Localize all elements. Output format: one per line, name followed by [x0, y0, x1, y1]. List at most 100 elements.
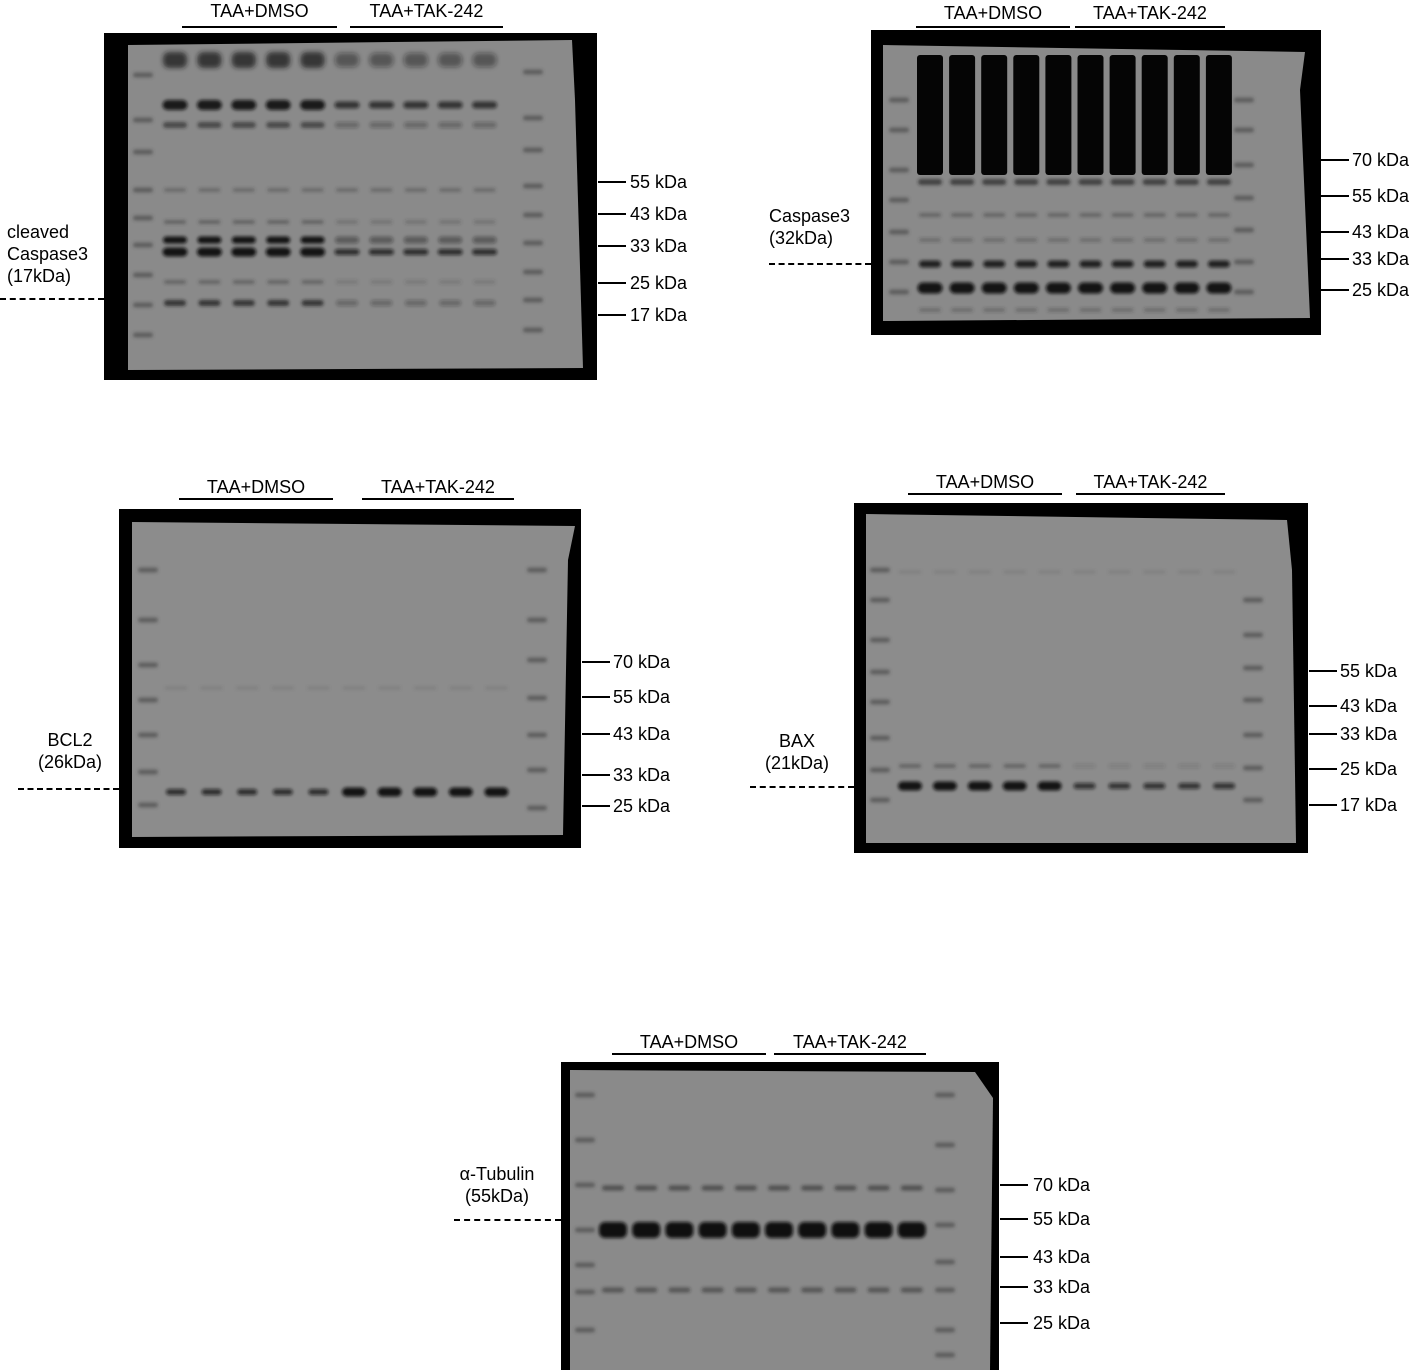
protein-band	[231, 122, 256, 128]
protein-band	[449, 686, 472, 690]
marker-label: 25 kDa	[1033, 1313, 1091, 1333]
marker-label: 33 kDa	[1340, 724, 1398, 744]
group-label-control: TAA+DMSO	[206, 477, 306, 497]
marker-tick	[1309, 768, 1337, 770]
protein-band	[414, 686, 437, 690]
marker-tick	[1309, 804, 1337, 806]
ladder-band	[575, 1262, 595, 1268]
protein-band	[968, 764, 991, 768]
group-label-treatment: TAA+TAK-242	[1093, 472, 1208, 492]
protein-band	[665, 1222, 694, 1238]
ladder-band	[1243, 697, 1263, 703]
protein-band	[981, 282, 1007, 294]
protein-band	[266, 52, 291, 68]
ladder-band	[935, 1259, 955, 1265]
protein-band	[1111, 308, 1134, 312]
protein-band	[1046, 179, 1071, 185]
protein-band	[370, 300, 393, 306]
ladder-band	[523, 327, 543, 333]
protein-band	[232, 280, 255, 284]
ladder-band	[527, 805, 547, 811]
protein-band	[867, 1185, 890, 1191]
protein-band	[342, 787, 366, 797]
protein-band	[1143, 238, 1166, 242]
protein-band	[198, 220, 221, 224]
ladder-band	[1234, 162, 1254, 168]
protein-band	[336, 188, 358, 192]
protein-band	[983, 213, 1006, 217]
protein-band	[1143, 260, 1166, 268]
blot-caspase3	[871, 30, 1321, 335]
ladder-band	[133, 332, 153, 338]
protein-band	[1206, 282, 1232, 294]
ladder-band	[133, 187, 153, 193]
protein-band	[919, 260, 941, 268]
protein-band	[403, 101, 429, 109]
protein-band	[1178, 570, 1201, 574]
protein-band	[1213, 570, 1236, 574]
protein-band	[198, 280, 221, 284]
ladder-band	[527, 617, 547, 623]
marker-tick	[582, 661, 610, 663]
saturated-band	[1141, 55, 1168, 175]
protein-band	[1174, 179, 1199, 185]
group-bar	[908, 493, 1062, 495]
protein-band	[968, 570, 991, 574]
group-bar	[1076, 493, 1225, 495]
marker-tick	[598, 213, 626, 215]
protein-band	[951, 260, 974, 268]
marker-tick	[1000, 1256, 1028, 1258]
protein-band	[983, 260, 1006, 268]
ladder-band	[527, 657, 547, 663]
marker-tick	[1000, 1218, 1028, 1220]
ladder-band	[138, 617, 158, 623]
protein-band	[271, 686, 294, 690]
protein-band	[798, 1222, 827, 1238]
protein-band	[163, 236, 187, 244]
marker-label: 43 kDa	[630, 204, 688, 224]
marker-tick	[598, 181, 626, 183]
protein-band	[831, 1222, 860, 1238]
protein-band	[404, 300, 427, 306]
protein-band	[1038, 570, 1061, 574]
protein-band	[265, 247, 291, 257]
marker-label: 43 kDa	[1340, 696, 1398, 716]
ladder-band	[1243, 632, 1263, 638]
protein-label: BAX (21kDa)	[764, 731, 830, 773]
marker-label: 17 kDa	[630, 305, 688, 325]
ladder-band	[935, 1222, 955, 1228]
marker-tick	[598, 282, 626, 284]
protein-band	[198, 188, 221, 192]
protein-band	[439, 300, 462, 306]
protein-band	[437, 101, 463, 109]
group-label-treatment: TAA+TAK-242	[381, 477, 495, 497]
protein-band	[1108, 783, 1131, 789]
protein-band	[951, 213, 974, 217]
protein-band	[265, 100, 291, 110]
marker-label: 33 kDa	[630, 236, 688, 256]
saturated-band	[1173, 55, 1200, 175]
marker-label: 70 kDa	[1033, 1175, 1091, 1195]
protein-band	[1047, 238, 1070, 242]
marker-tick	[1321, 159, 1349, 161]
protein-band	[1073, 783, 1096, 789]
protein-band	[867, 1287, 890, 1293]
ladder-band	[575, 1092, 595, 1098]
marker-tick	[1000, 1322, 1028, 1324]
protein-band	[1206, 179, 1231, 185]
ladder-band	[133, 72, 153, 78]
protein-band	[472, 249, 498, 255]
protein-band	[950, 179, 975, 185]
marker-label: 33 kDa	[613, 765, 671, 785]
protein-band	[272, 789, 293, 795]
group-label-control: TAA+DMSO	[943, 3, 1043, 23]
marker-label: 55 kDa	[630, 172, 688, 192]
protein-band	[484, 787, 509, 797]
blot-alpha-tubulin	[561, 1062, 999, 1370]
marker-label: 43 kDa	[1033, 1247, 1091, 1267]
ladder-band	[133, 272, 153, 278]
protein-band	[1207, 213, 1230, 217]
protein-band	[983, 308, 1006, 312]
protein-band	[336, 300, 358, 306]
protein-band	[301, 188, 324, 192]
